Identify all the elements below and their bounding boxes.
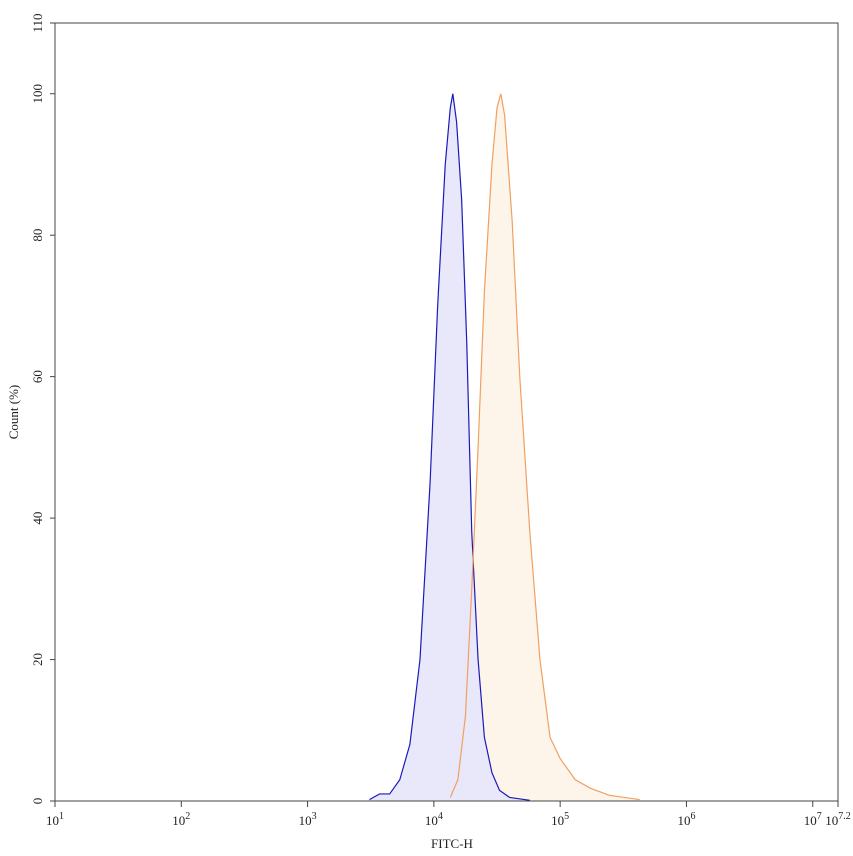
x-tick-label: 107 bbox=[804, 811, 822, 828]
x-tick-exponent: 3 bbox=[312, 811, 317, 822]
x-tick-exponent: 2 bbox=[185, 811, 190, 822]
x-tick-label: 104 bbox=[425, 811, 443, 828]
x-tick-label: 106 bbox=[677, 811, 695, 828]
y-tick-label: 110 bbox=[30, 13, 45, 32]
x-tick-base: 10 bbox=[677, 813, 690, 828]
series-area bbox=[450, 93, 640, 802]
y-axis-label: Count (%) bbox=[6, 385, 21, 440]
x-tick-exponent: 1 bbox=[59, 811, 64, 822]
x-axis-label: FITC-H bbox=[431, 836, 473, 851]
x-tick-base: 10 bbox=[46, 813, 59, 828]
x-tick-exponent: 6 bbox=[690, 811, 695, 822]
y-tick-label: 20 bbox=[30, 653, 45, 666]
y-tick-label: 0 bbox=[30, 798, 45, 805]
series-area bbox=[369, 93, 530, 802]
y-tick-label: 80 bbox=[30, 229, 45, 242]
x-tick-base: 10 bbox=[825, 813, 838, 828]
x-tick-label: 105 bbox=[551, 811, 569, 828]
x-tick-base: 10 bbox=[551, 813, 564, 828]
x-tick-base: 10 bbox=[425, 813, 438, 828]
x-tick-base: 10 bbox=[299, 813, 312, 828]
y-tick-label: 60 bbox=[30, 370, 45, 383]
y-tick-label: 100 bbox=[30, 84, 45, 104]
x-tick-exponent: 7.2 bbox=[838, 811, 851, 822]
x-tick-label: 107.2 bbox=[825, 811, 851, 828]
x-tick-exponent: 7 bbox=[817, 811, 822, 822]
x-tick-label: 101 bbox=[46, 811, 64, 828]
x-tick-exponent: 4 bbox=[438, 811, 443, 822]
x-tick-label: 103 bbox=[299, 811, 317, 828]
x-tick-exponent: 5 bbox=[564, 811, 569, 822]
plot-frame bbox=[54, 22, 839, 802]
x-tick-base: 10 bbox=[172, 813, 185, 828]
series-line bbox=[449, 93, 640, 801]
series-line bbox=[369, 93, 530, 801]
y-tick-label: 40 bbox=[30, 512, 45, 525]
x-tick-base: 10 bbox=[804, 813, 817, 828]
x-tick-label: 102 bbox=[172, 811, 190, 828]
